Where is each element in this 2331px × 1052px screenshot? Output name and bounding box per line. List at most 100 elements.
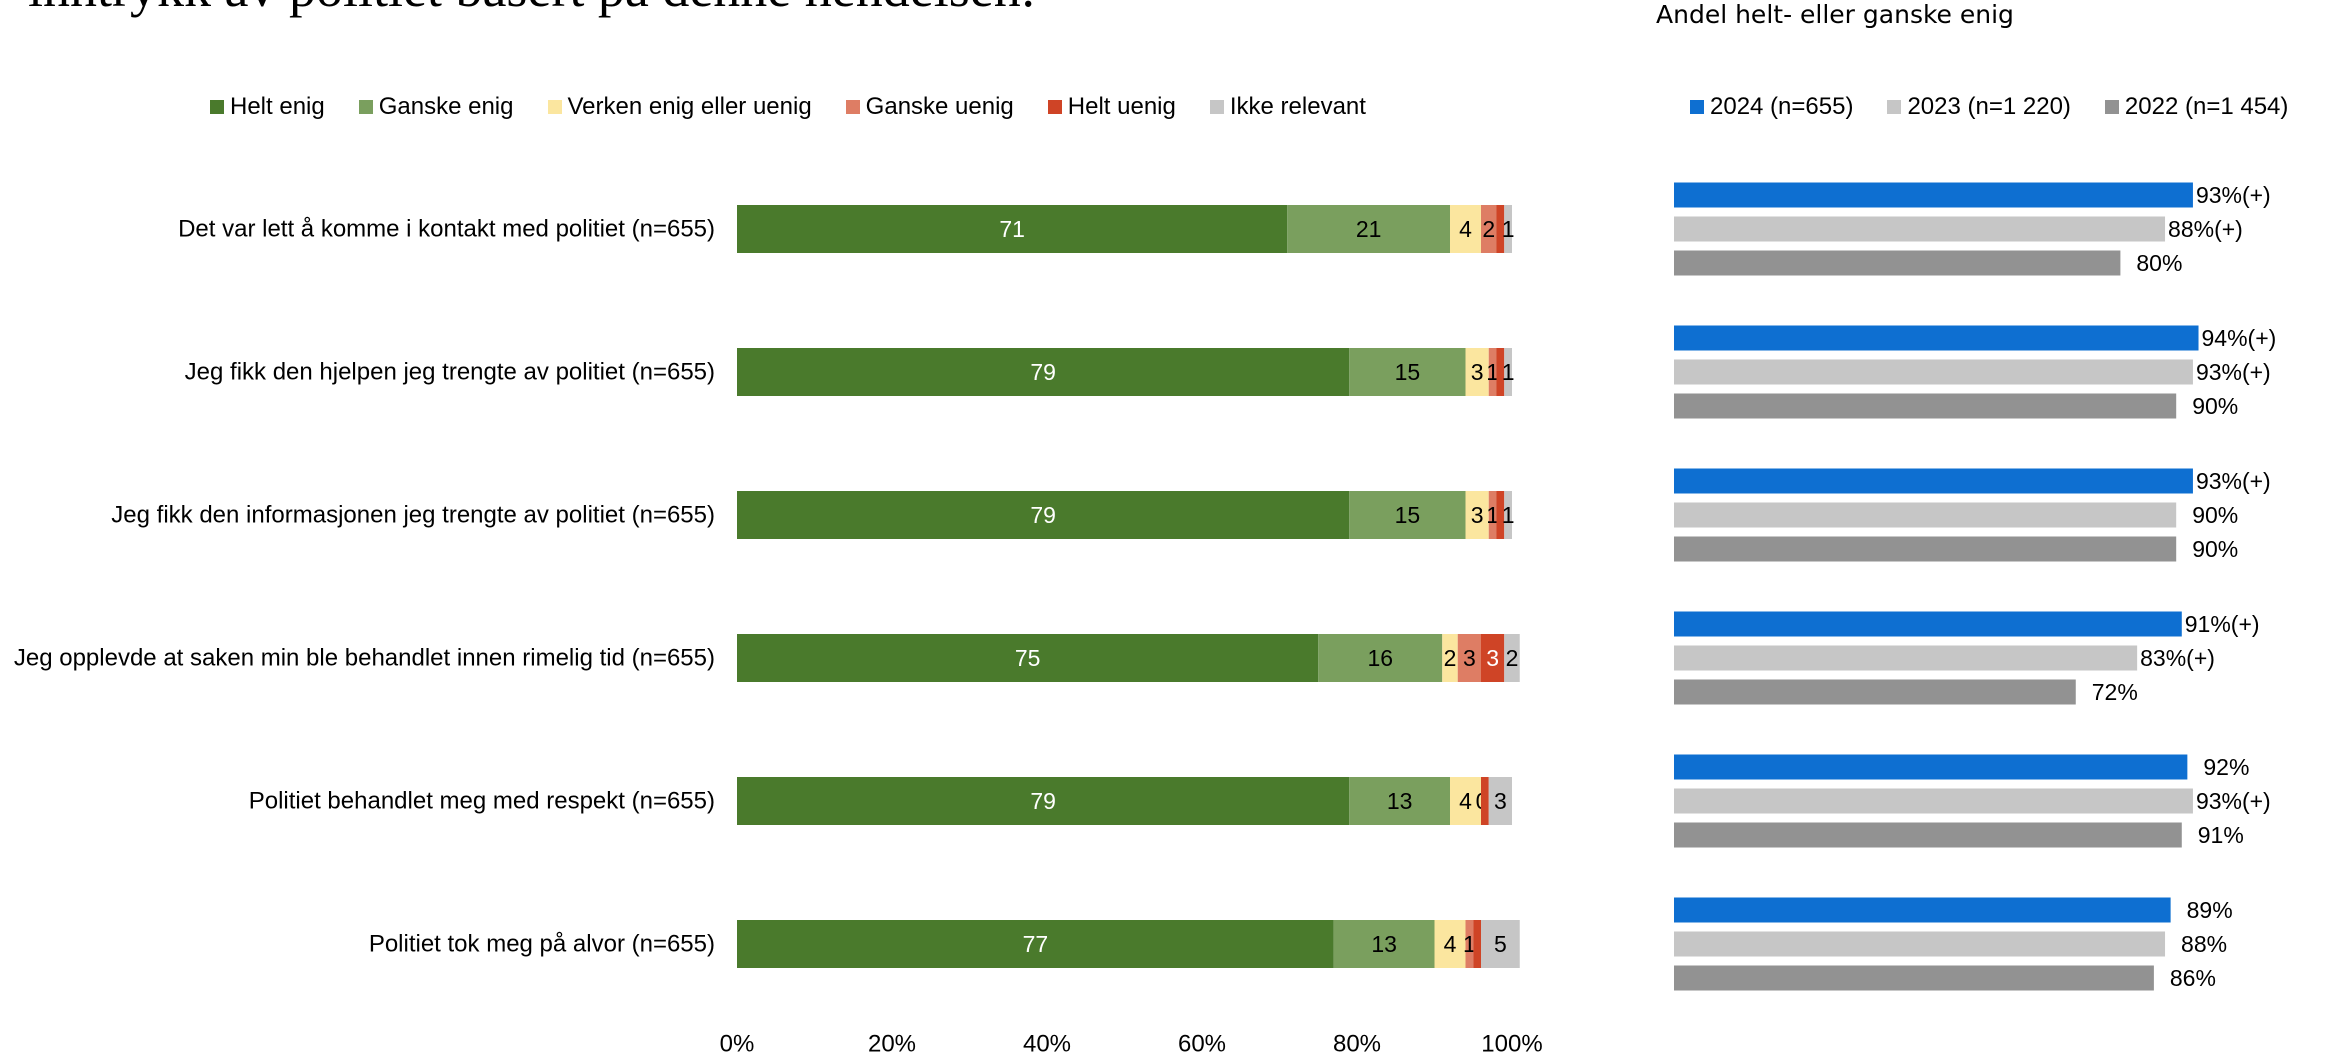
stacked-bar-segment [1473,920,1481,968]
left-legend-label: Verken enig eller uenig [567,93,812,120]
segment-value-label: 1 [1463,931,1476,957]
left-legend-label: Ganske enig [378,93,514,120]
year-bar-1 [1674,897,2171,923]
stacked-bar-segment [1481,634,1505,682]
stacked-bar-segment [1488,777,1512,825]
x-tick-label: 40% [1023,1031,1071,1052]
segment-value-label: 75 [1015,645,1041,671]
year-value-label: 93%(+) [2196,788,2271,814]
right-legend-swatch [2104,100,2119,114]
left-legend-label: Ikke relevant [1229,93,1366,120]
segment-value-label: 4 [1444,931,1457,957]
x-tick-label: 0% [720,1031,755,1052]
right-legend-label: 2024 (n=655) [1710,93,1854,120]
year-value-label: 90% [2192,536,2238,562]
year-bar-2 [1674,359,2193,385]
year-bar-2 [1674,788,2193,814]
left-legend-item: Helt enig [210,93,325,121]
year-value-label: 86% [2170,965,2216,991]
year-bar-3 [1674,250,2121,276]
year-value-label: 89% [2187,897,2233,923]
year-bar-1 [1674,754,2188,780]
segment-value-label: 79 [1030,788,1056,814]
year-value-label: 93%(+) [2196,359,2271,385]
stacked-bar-segment [1496,491,1505,539]
year-value-label: 91%(+) [2185,611,2260,637]
stacked-bar-segment [737,348,1350,396]
stacked-bar-segment [1504,634,1520,682]
stacked-bar-segment [1434,920,1466,968]
stacked-bar-segment [1488,348,1497,396]
stacked-bar-segment [1450,205,1481,253]
stacked-bar-segment [737,634,1319,682]
year-bar-3 [1674,393,2177,419]
right-chart-title: Andel helt- eller ganske enig [1656,0,2014,29]
left-legend-swatch [547,100,562,114]
year-value-label: 91% [2198,822,2244,848]
right-legend-item: 2022 (n=1 454) [2104,93,2289,121]
year-value-label: 83%(+) [2140,645,2215,671]
year-bar-3 [1674,965,2154,991]
stacked-bar-segment [737,777,1350,825]
segment-value-label: 4 [1459,788,1472,814]
stacked-bar-segment [1442,634,1458,682]
segment-value-label: 3 [1486,645,1499,671]
left-legend-item: Helt uenig [1047,93,1176,121]
year-bar-1 [1674,182,2193,208]
segment-value-label: 13 [1387,788,1413,814]
category-label: Politiet behandlet meg med respekt (n=65… [249,788,715,815]
stacked-bar-segment [1349,348,1466,396]
year-value-label: 80% [2136,250,2182,276]
stacked-bar-segment [1287,205,1450,253]
right-legend-swatch [1887,100,1902,114]
year-bar-2 [1674,216,2166,242]
segment-value-label: 3 [1471,359,1484,385]
year-bar-1 [1674,325,2199,351]
stacked-bar-segment [1457,634,1481,682]
right-legend-item: 2023 (n=1 220) [1887,93,2071,121]
year-value-label: 93%(+) [2196,468,2271,494]
stacked-bar-segment [737,205,1288,253]
year-bar-3 [1674,536,2177,562]
stacked-bar-segment [1481,205,1497,253]
segment-value-label: 2 [1506,645,1519,671]
year-bar-2 [1674,931,2166,957]
category-label: Jeg opplevde at saken min ble behandlet … [14,645,715,672]
left-legend-item: Ganske uenig [845,93,1014,121]
year-value-label: 90% [2192,393,2238,419]
year-value-label: 94%(+) [2202,325,2277,351]
left-legend-item: Ganske enig [358,93,514,121]
year-value-label: 92% [2203,754,2249,780]
stacked-bar-segment [1504,491,1512,539]
right-legend-item: 2024 (n=655) [1690,93,1853,121]
segment-value-label: 1 [1502,216,1515,242]
segment-value-label: 79 [1030,359,1056,385]
segment-value-label: 79 [1030,502,1056,528]
year-value-label: 88%(+) [2168,216,2243,242]
segment-value-label: 15 [1395,502,1421,528]
left-legend-label: Helt uenig [1067,93,1176,120]
year-value-label: 93%(+) [2196,182,2271,208]
left-legend-item: Verken enig eller uenig [547,93,812,121]
segment-value-label: 1 [1486,359,1499,385]
category-label: Det var lett å komme i kontakt med polit… [178,216,715,243]
segment-value-label: 2 [1444,645,1457,671]
year-bar-1 [1674,468,2193,494]
segment-value-label: 3 [1463,645,1476,671]
stacked-bar-segment [1465,491,1489,539]
year-bar-2 [1674,645,2138,671]
year-bar-3 [1674,822,2182,848]
segment-value-label: 1 [1502,359,1515,385]
left-legend-swatch [1209,100,1224,114]
right-legend-swatch [1690,100,1704,114]
stacked-bar-segment [1504,205,1512,253]
segment-value-label: 16 [1367,645,1393,671]
right-legend-label: 2023 (n=1 220) [1907,93,2071,120]
left-chart-legend: Helt enig Ganske enig Verken enig eller ue… [210,93,1366,121]
segment-value-label: 71 [999,216,1025,242]
right-legend-label: 2022 (n=1 454) [2124,93,2289,120]
x-tick-label: 20% [868,1031,916,1052]
segment-value-label: 15 [1395,359,1421,385]
category-label: Jeg fikk den hjelpen jeg trengte av poli… [185,359,715,386]
